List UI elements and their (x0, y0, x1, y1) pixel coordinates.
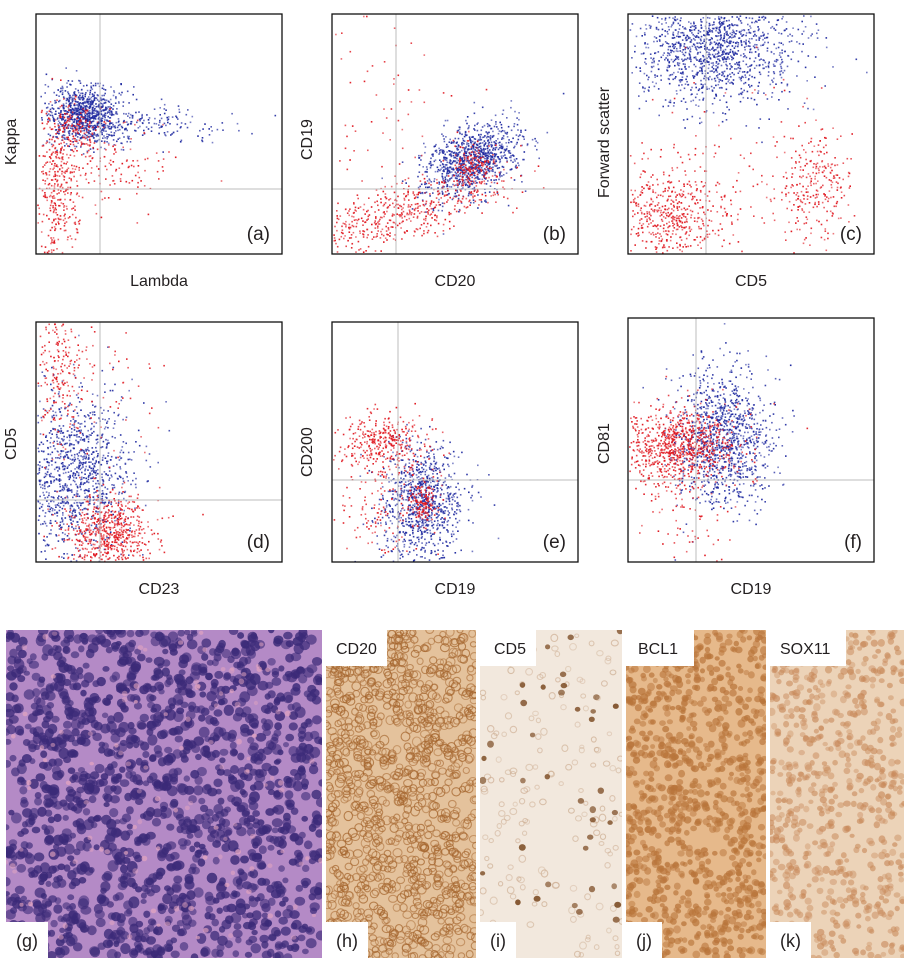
y-axis-label: CD200 (299, 427, 316, 477)
flow-plot-e (331, 321, 579, 563)
panel-letter: (a) (246, 224, 270, 245)
scatter-dots (37, 323, 204, 563)
plot-frame (331, 321, 579, 563)
flow-panel-c: (c) (627, 13, 875, 255)
flow-panel-d: (d) (35, 321, 283, 563)
he-stain-image (6, 630, 322, 958)
stain-label: CD20 (326, 630, 387, 666)
ihc-stain-image (480, 630, 622, 958)
flow-plot-c (627, 13, 875, 255)
scatter-dots (333, 15, 565, 253)
panel-letter: (j) (626, 922, 662, 958)
histology-panel-k: SOX11 (k) (770, 630, 904, 958)
ihc-stain-image (326, 630, 476, 958)
panel-letter: (b) (542, 224, 566, 245)
flow-panel-f: (f) (627, 317, 875, 563)
flow-panel-b: (b) (331, 13, 579, 255)
ihc-stain-image (626, 630, 766, 958)
scatter-dots (629, 323, 809, 562)
y-axis-label: Kappa (3, 118, 20, 165)
panel-letter: (i) (480, 922, 516, 958)
scatter-dots (37, 67, 277, 255)
stain-label: BCL1 (626, 630, 695, 666)
x-axis-label: CD23 (138, 581, 180, 598)
panel-letter: (d) (246, 532, 270, 553)
histology-panel-j: BCL1 (j) (626, 630, 766, 958)
flow-panel-a: (a) (35, 13, 283, 255)
ihc-stain-image (770, 630, 904, 958)
x-axis-label: CD5 (734, 273, 767, 290)
x-axis-label: Lambda (130, 273, 188, 290)
y-axis-label: CD81 (596, 423, 613, 464)
plot-frame (627, 317, 875, 563)
histology-panel-i: CD5 (i) (480, 630, 622, 958)
scatter-dots (333, 402, 500, 563)
scatter-dots (629, 15, 868, 254)
plot-frame (35, 13, 283, 255)
y-axis-label: Forward scatter (596, 86, 613, 198)
x-axis-label: CD19 (434, 581, 476, 598)
histology-panel-h: CD20 (h) (326, 630, 476, 958)
flow-panel-e: (e) (331, 321, 579, 563)
flow-plot-f (627, 317, 875, 563)
panel-letter: (f) (844, 532, 862, 553)
flow-plot-b (331, 13, 579, 255)
y-axis-label: CD5 (3, 427, 20, 460)
plot-frame (627, 13, 875, 255)
plot-frame (331, 13, 579, 255)
panel-letter: (k) (770, 922, 811, 958)
x-axis-label: CD20 (434, 273, 476, 290)
panel-letter: (g) (6, 922, 48, 958)
y-axis-label: CD19 (299, 119, 316, 160)
panel-letter: (h) (326, 922, 368, 958)
flow-plot-d (35, 321, 283, 563)
stain-label: SOX11 (770, 630, 847, 666)
x-axis-label: CD19 (730, 581, 772, 598)
histology-panel-g: (g) (6, 630, 322, 958)
stain-label: CD5 (480, 630, 537, 666)
panel-letter: (e) (542, 532, 566, 553)
flow-plot-a (35, 13, 283, 255)
plot-frame (35, 321, 283, 563)
panel-letter: (c) (839, 224, 862, 245)
